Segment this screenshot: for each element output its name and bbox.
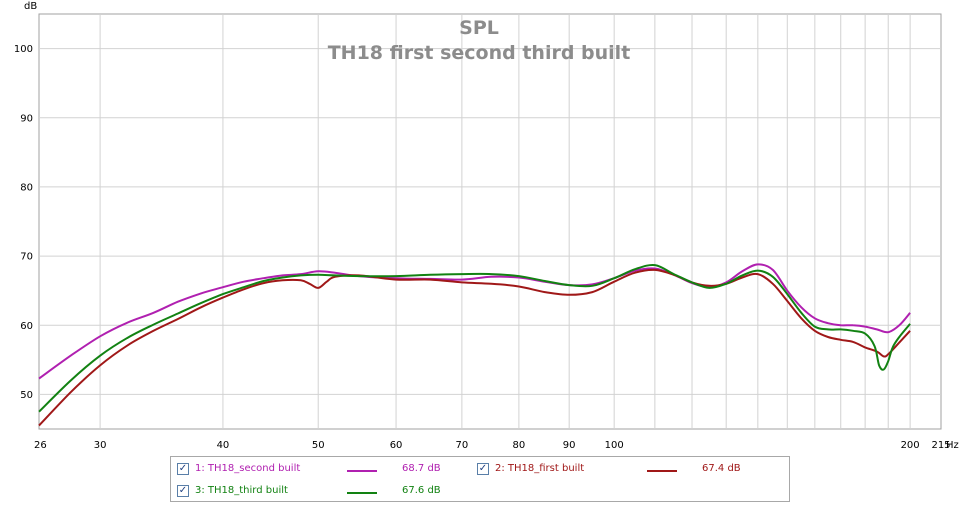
x-tick-label: 50	[312, 440, 325, 451]
legend-swatch	[347, 492, 377, 494]
x-tick-label: 70	[456, 440, 469, 451]
legend-swatch	[647, 470, 677, 472]
legend-entry-second-built: ✓ 1: TH18_second built 68.7 dB	[177, 461, 477, 479]
legend-value: 67.4 dB	[702, 463, 741, 474]
legend-label: 3: TH18_third built	[195, 485, 288, 496]
x-tick-label: 100	[605, 440, 624, 451]
y-tick-label: 50	[20, 390, 33, 401]
series-lines	[38, 263, 911, 427]
y-tick-label: 70	[20, 252, 33, 263]
x-tick-label: 80	[513, 440, 526, 451]
legend-label: 2: TH18_first built	[495, 463, 585, 474]
legend-entry-first-built: ✓ 2: TH18_first built 67.4 dB	[477, 461, 777, 479]
y-tick-label: 100	[14, 44, 33, 55]
x-tick-label: 200	[901, 440, 920, 451]
chart-title: SPL	[459, 17, 499, 39]
series-line-third-built	[38, 263, 911, 413]
y-tick-label: 80	[20, 182, 33, 193]
x-tick-label: 30	[94, 440, 107, 451]
y-tick-label: 60	[20, 321, 33, 332]
spl-chart: 50 60 70 80 90 100 26 30 40 50 60 70 80 90 100 200 215 d…	[14, 1, 959, 451]
x-tick-label: 60	[390, 440, 403, 451]
plot-area	[38, 13, 942, 430]
tick-labels: 50 60 70 80 90 100 26 30 40 50 60 70 80 90 100 200 215	[14, 44, 951, 451]
legend-value: 67.6 dB	[402, 485, 441, 496]
series-line-first-built	[38, 268, 911, 427]
y-axis-unit: dB	[24, 1, 37, 12]
legend-entry-third-built: ✓ 3: TH18_third built 67.6 dB	[177, 483, 477, 501]
legend-label: 1: TH18_second built	[195, 463, 301, 474]
legend: ✓ 1: TH18_second built 68.7 dB ✓ 2: TH18…	[170, 456, 790, 502]
x-axis-unit: Hz	[946, 440, 959, 451]
chart-subtitle: TH18 first second third built	[328, 42, 631, 64]
y-tick-label: 90	[20, 113, 33, 124]
x-tick-label: 90	[563, 440, 576, 451]
legend-value: 68.7 dB	[402, 463, 441, 474]
x-tick-label: 215	[931, 440, 950, 451]
legend-swatch	[347, 470, 377, 472]
grid-lines	[39, 14, 941, 429]
series-1-checkbox[interactable]: ✓	[177, 463, 189, 475]
series-2-checkbox[interactable]: ✓	[477, 463, 489, 475]
x-tick-label: 26	[34, 440, 47, 451]
series-3-checkbox[interactable]: ✓	[177, 485, 189, 497]
x-tick-label: 40	[217, 440, 230, 451]
